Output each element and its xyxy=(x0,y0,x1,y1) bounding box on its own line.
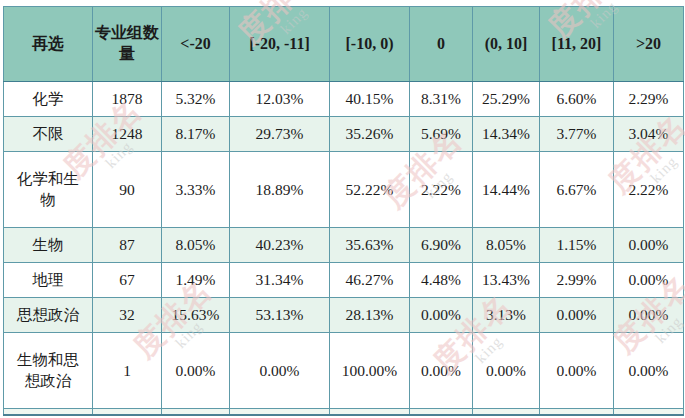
header-cell-lt-neg20: <-20 xyxy=(162,7,230,82)
data-cell: 87 xyxy=(93,228,162,263)
data-cell: 28.13% xyxy=(330,298,410,333)
data-cell: 18.89% xyxy=(230,152,330,228)
data-cell: 1878 xyxy=(93,82,162,117)
data-cell: 4.48% xyxy=(410,263,473,298)
data-cell: 0.00% xyxy=(614,333,684,409)
data-cell: 15.63% xyxy=(162,298,230,333)
header-cell-reselection: 再选 xyxy=(4,7,93,82)
data-cell: 2.99% xyxy=(540,263,614,298)
table-row-geography: 地理 67 1.49% 31.34% 46.27% 4.48% 13.43% 2… xyxy=(4,263,684,298)
data-cell: 6.60% xyxy=(540,82,614,117)
data-cell: 14.34% xyxy=(473,117,540,152)
table-row-unlimited: 不限 1248 8.17% 29.73% 35.26% 5.69% 14.34%… xyxy=(4,117,684,152)
table-row-partial xyxy=(4,409,684,416)
data-cell: 25.29% xyxy=(473,82,540,117)
table-row-biology-politics: 生物和思想政治 1 0.00% 0.00% 100.00% 0.00% 0.00… xyxy=(4,333,684,409)
data-cell: 1 xyxy=(93,333,162,409)
header-cell-neg10-0: [-10, 0) xyxy=(330,7,410,82)
data-cell: 0.00% xyxy=(410,298,473,333)
header-cell-neg20-neg11: [-20, -11] xyxy=(230,7,330,82)
empty-cell xyxy=(330,409,410,416)
empty-cell xyxy=(93,409,162,416)
empty-cell xyxy=(230,409,330,416)
data-cell: 1.49% xyxy=(162,263,230,298)
data-cell: 100.00% xyxy=(330,333,410,409)
data-cell: 0.00% xyxy=(614,298,684,333)
data-cell: 52.22% xyxy=(330,152,410,228)
row-label: 化学 xyxy=(4,82,93,117)
row-label: 地理 xyxy=(4,263,93,298)
row-label: 生物和思想政治 xyxy=(4,333,93,409)
data-cell: 0.00% xyxy=(162,333,230,409)
table-row-biology: 生物 87 8.05% 40.23% 35.63% 6.90% 8.05% 1.… xyxy=(4,228,684,263)
data-cell: 0.00% xyxy=(614,228,684,263)
row-label: 化学和生物 xyxy=(4,152,93,228)
empty-cell xyxy=(162,409,230,416)
header-cell-zero: 0 xyxy=(410,7,473,82)
data-cell: 0.00% xyxy=(410,333,473,409)
reselection-distribution-table: 再选 专业组数量 <-20 [-20, -11] [-10, 0) 0 (0, … xyxy=(3,6,684,416)
data-cell: 1248 xyxy=(93,117,162,152)
data-cell: 40.23% xyxy=(230,228,330,263)
data-cell: 8.17% xyxy=(162,117,230,152)
header-cell-group-count: 专业组数量 xyxy=(93,7,162,82)
empty-cell xyxy=(614,409,684,416)
data-cell: 5.69% xyxy=(410,117,473,152)
data-cell: 3.77% xyxy=(540,117,614,152)
data-cell: 67 xyxy=(93,263,162,298)
table-row-politics: 思想政治 32 15.63% 53.13% 28.13% 0.00% 3.13%… xyxy=(4,298,684,333)
row-label: 不限 xyxy=(4,117,93,152)
empty-cell xyxy=(473,409,540,416)
data-cell: 12.03% xyxy=(230,82,330,117)
data-cell: 53.13% xyxy=(230,298,330,333)
data-cell: 40.15% xyxy=(330,82,410,117)
data-cell: 2.22% xyxy=(410,152,473,228)
data-cell: 8.05% xyxy=(473,228,540,263)
data-cell: 2.29% xyxy=(614,82,684,117)
data-cell: 31.34% xyxy=(230,263,330,298)
data-cell: 35.63% xyxy=(330,228,410,263)
header-cell-11-20: [11, 20] xyxy=(540,7,614,82)
data-cell: 0.00% xyxy=(473,333,540,409)
table-row-chemistry-biology: 化学和生物 90 3.33% 18.89% 52.22% 2.22% 14.44… xyxy=(4,152,684,228)
data-cell: 46.27% xyxy=(330,263,410,298)
data-cell: 3.33% xyxy=(162,152,230,228)
data-cell: 1.15% xyxy=(540,228,614,263)
empty-cell xyxy=(410,409,473,416)
table-row-chemistry: 化学 1878 5.32% 12.03% 40.15% 8.31% 25.29%… xyxy=(4,82,684,117)
data-cell: 13.43% xyxy=(473,263,540,298)
data-cell: 0.00% xyxy=(614,263,684,298)
data-cell: 5.32% xyxy=(162,82,230,117)
data-cell: 14.44% xyxy=(473,152,540,228)
empty-cell xyxy=(540,409,614,416)
data-cell: 0.00% xyxy=(540,298,614,333)
data-cell: 3.04% xyxy=(614,117,684,152)
data-cell: 6.90% xyxy=(410,228,473,263)
data-cell: 90 xyxy=(93,152,162,228)
header-row: 再选 专业组数量 <-20 [-20, -11] [-10, 0) 0 (0, … xyxy=(4,7,684,82)
data-cell: 3.13% xyxy=(473,298,540,333)
data-cell: 8.05% xyxy=(162,228,230,263)
data-cell: 35.26% xyxy=(330,117,410,152)
row-label: 思想政治 xyxy=(4,298,93,333)
empty-cell xyxy=(4,409,93,416)
data-cell: 2.22% xyxy=(614,152,684,228)
data-cell: 0.00% xyxy=(540,333,614,409)
data-cell: 29.73% xyxy=(230,117,330,152)
header-cell-0-10: (0, 10] xyxy=(473,7,540,82)
data-cell: 8.31% xyxy=(410,82,473,117)
row-label: 生物 xyxy=(4,228,93,263)
header-cell-gt20: >20 xyxy=(614,7,684,82)
data-cell: 0.00% xyxy=(230,333,330,409)
data-cell: 32 xyxy=(93,298,162,333)
data-cell: 6.67% xyxy=(540,152,614,228)
